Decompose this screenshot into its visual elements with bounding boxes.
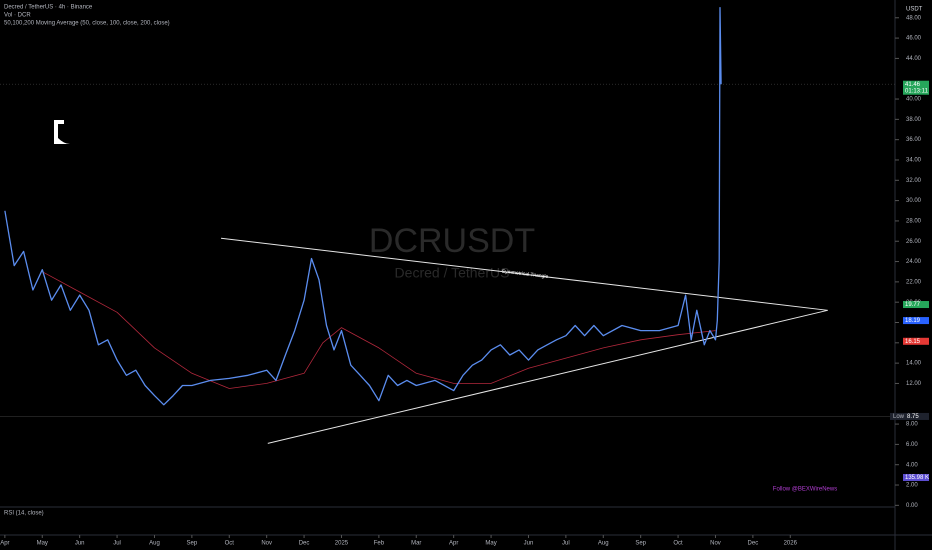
x-tick-label: Jul <box>113 541 121 547</box>
price-tag <box>903 80 929 95</box>
price-tag <box>903 317 929 325</box>
x-tick-label: Nov <box>261 541 272 547</box>
x-tick-label: Dec <box>299 541 310 547</box>
low-tag-value: 8.75 <box>907 414 919 420</box>
x-tick-label: May <box>37 541 48 547</box>
y-tick-label: 0.00 <box>906 503 918 509</box>
price-tag-label: 18.19 <box>905 318 921 324</box>
price-tag <box>903 301 929 309</box>
x-tick-label: Feb <box>374 541 385 547</box>
volume-tag: 135.98 K <box>905 475 929 481</box>
y-tick-label: 12.00 <box>906 381 922 387</box>
footer-note: Follow @BEXWireNews <box>773 487 837 493</box>
x-tick-label: Aug <box>598 541 609 547</box>
x-tick-label: May <box>485 541 496 547</box>
y-tick-label: 2.00 <box>906 483 918 489</box>
x-tick-label: Sep <box>635 541 646 547</box>
volume-line: Vol · DCR <box>4 13 31 19</box>
price-line-series <box>42 271 716 389</box>
y-tick-label: 38.00 <box>906 117 922 123</box>
ma-line: 50,100,200 Moving Average (50, close, 10… <box>4 21 170 27</box>
x-tick-label: Jul <box>562 541 570 547</box>
y-tick-label: 40.00 <box>906 97 922 103</box>
watermark-sub: Decred / TetherUS <box>395 265 510 281</box>
y-tick-label: 36.00 <box>906 137 922 143</box>
x-tick-label: Dec <box>748 541 759 547</box>
x-tick-label: Oct <box>225 541 235 547</box>
trendline <box>220 237 828 311</box>
y-tick-label: 48.00 <box>906 15 922 21</box>
price-tag-sub: 01:13:11 <box>905 88 929 94</box>
volume-tag-bg <box>903 474 929 481</box>
y-tick-label: 32.00 <box>906 178 922 184</box>
x-tick-label: Oct <box>673 541 683 547</box>
y-tick-label: 14.00 <box>906 361 922 367</box>
price-line-series <box>4 6 722 406</box>
x-tick-label: Nov <box>710 541 721 547</box>
y-tick-label: 8.00 <box>906 422 918 428</box>
y-tick-label: 4.00 <box>906 462 918 468</box>
price-tag-label: 19.77 <box>905 302 921 308</box>
x-tick-label: Jun <box>524 541 534 547</box>
x-tick-label: Aug <box>149 541 160 547</box>
y-tick-label: 28.00 <box>906 219 922 225</box>
watermark: DCRUSDT <box>369 222 535 260</box>
y-tick-label: 6.00 <box>906 442 918 448</box>
y-tick-label: 24.00 <box>906 259 922 265</box>
y-tick-label: 26.00 <box>906 239 922 245</box>
x-tick-label: 2026 <box>784 541 798 547</box>
price-tag <box>903 337 929 345</box>
low-tag <box>890 412 929 420</box>
y-tick-label: 46.00 <box>906 36 922 42</box>
x-tick-label: Apr <box>449 541 458 547</box>
y-tick-label: 44.00 <box>906 56 922 62</box>
x-tick-label: Jun <box>75 541 85 547</box>
price-tag-label: 16.15 <box>905 339 921 345</box>
x-tick-label: 2025 <box>335 541 349 547</box>
logo <box>54 120 70 144</box>
x-tick-label: Mar <box>411 541 421 547</box>
trendline <box>267 309 828 444</box>
y-tick-label: 30.00 <box>906 198 922 204</box>
y-tick-label: 34.00 <box>906 158 922 164</box>
price-tag-label: 41.46 <box>905 82 921 88</box>
annotation: Symmetrical Triangle <box>501 269 548 280</box>
x-tick-label: Apr <box>0 541 9 547</box>
currency: USDT <box>906 7 923 13</box>
symbol-line: Decred / TetherUS · 4h · Binance <box>4 5 93 11</box>
low-tag-name: Low <box>893 414 905 420</box>
x-tick-label: Sep <box>187 541 198 547</box>
y-tick-label: 22.00 <box>906 279 922 285</box>
oscillator-line: RSI (14, close) <box>4 511 44 517</box>
